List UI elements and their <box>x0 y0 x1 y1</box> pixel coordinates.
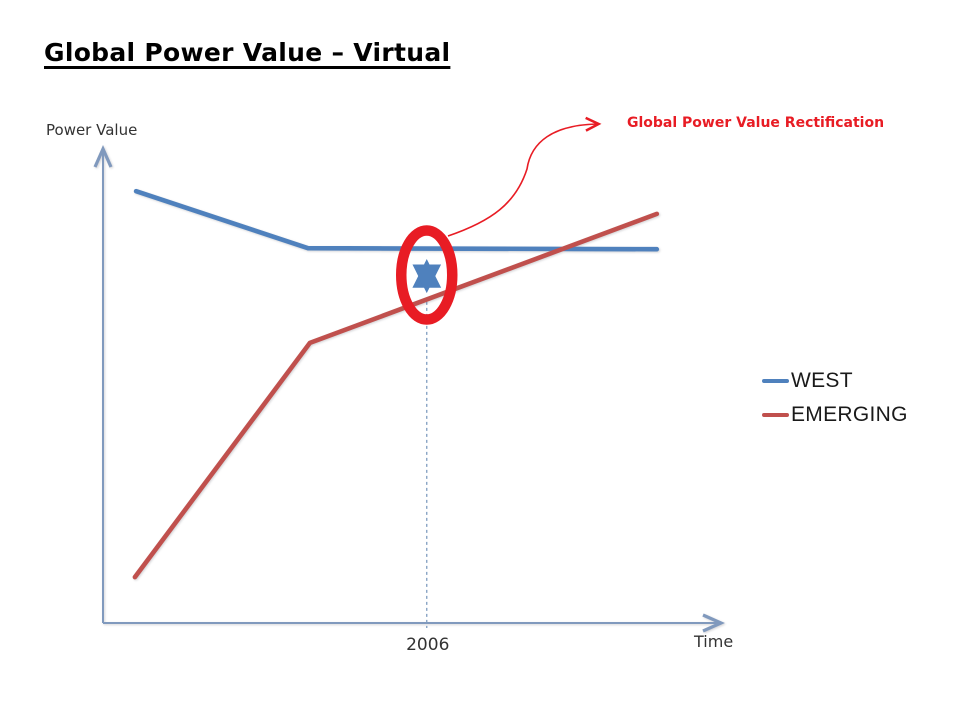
annotation-label: Global Power Value Rectification <box>627 115 885 131</box>
series-line-emerging <box>132 211 660 580</box>
y-axis-label: Power Value <box>46 121 138 139</box>
legend-label-emerging: EMERGING <box>791 403 908 426</box>
series-group <box>132 188 660 580</box>
highlight-ellipse <box>396 225 458 325</box>
legend-swatch-emerging <box>762 413 789 417</box>
series-line-west <box>133 188 660 252</box>
x-tick-2006: 2006 <box>406 635 450 655</box>
x-axis-label: Time <box>694 632 734 651</box>
legend-item-west: WEST <box>762 369 908 393</box>
page-title: Global Power Value – Virtual <box>44 38 451 67</box>
legend: WEST EMERGING <box>762 369 908 427</box>
annotation-curve <box>447 116 602 237</box>
legend-item-emerging: EMERGING <box>762 403 908 427</box>
axes-group <box>93 145 725 633</box>
legend-label-west: WEST <box>791 369 853 392</box>
legend-swatch-west <box>762 379 789 383</box>
